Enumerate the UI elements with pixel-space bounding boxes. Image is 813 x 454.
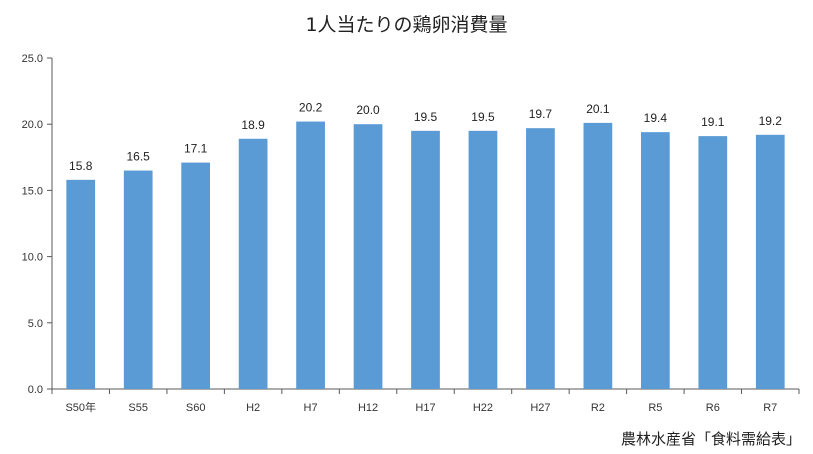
x-tick-label: R6 [706, 402, 720, 414]
data-label: 19.7 [529, 107, 553, 121]
bar [123, 170, 153, 389]
y-tick-label: 20.0 [22, 119, 43, 131]
x-tick-label: R2 [591, 402, 605, 414]
x-tick-label: H17 [415, 402, 435, 414]
bar [755, 134, 785, 389]
data-label: 19.5 [414, 110, 438, 124]
y-tick-label: 10.0 [22, 252, 43, 264]
x-tick-label: H27 [530, 402, 550, 414]
data-label: 19.2 [759, 114, 783, 128]
x-tick-label: H12 [358, 402, 378, 414]
x-tick-label: S55 [128, 402, 148, 414]
bar [583, 122, 613, 389]
chart-title: 1人当たりの鶏卵消費量 [305, 14, 508, 36]
x-tick-label: S50年 [65, 400, 96, 414]
bar [526, 128, 555, 389]
y-tick-label: 0.0 [28, 384, 43, 396]
x-tick-label: S60 [186, 402, 206, 414]
x-tick-label: H7 [304, 402, 318, 414]
bar [698, 136, 728, 389]
data-label: 17.1 [184, 142, 208, 156]
data-label: 19.4 [644, 111, 668, 125]
x-tick-label: H2 [246, 402, 260, 414]
y-tick-label: 15.0 [22, 185, 43, 197]
bar [468, 130, 498, 389]
data-label: 15.8 [69, 159, 93, 173]
data-label: 16.5 [127, 150, 151, 164]
bar [238, 138, 268, 389]
data-label: 19.5 [471, 110, 495, 124]
bar [296, 121, 325, 389]
data-label: 20.2 [299, 101, 323, 115]
bar [353, 124, 383, 389]
bar [66, 179, 96, 389]
bar [181, 162, 211, 389]
y-tick-label: 25.0 [22, 53, 43, 65]
x-tick-label: H22 [473, 402, 493, 414]
data-label: 18.9 [241, 118, 265, 132]
source-note: 農林水産省「食料需給表」 [620, 430, 801, 448]
data-label: 20.1 [586, 102, 610, 116]
data-label: 20.0 [356, 103, 380, 117]
x-tick-label: R7 [763, 402, 777, 414]
y-tick-label: 5.0 [28, 318, 43, 330]
bar [640, 132, 670, 390]
bar [411, 130, 440, 389]
x-tick-label: R5 [648, 402, 662, 414]
data-label: 19.1 [701, 115, 725, 129]
